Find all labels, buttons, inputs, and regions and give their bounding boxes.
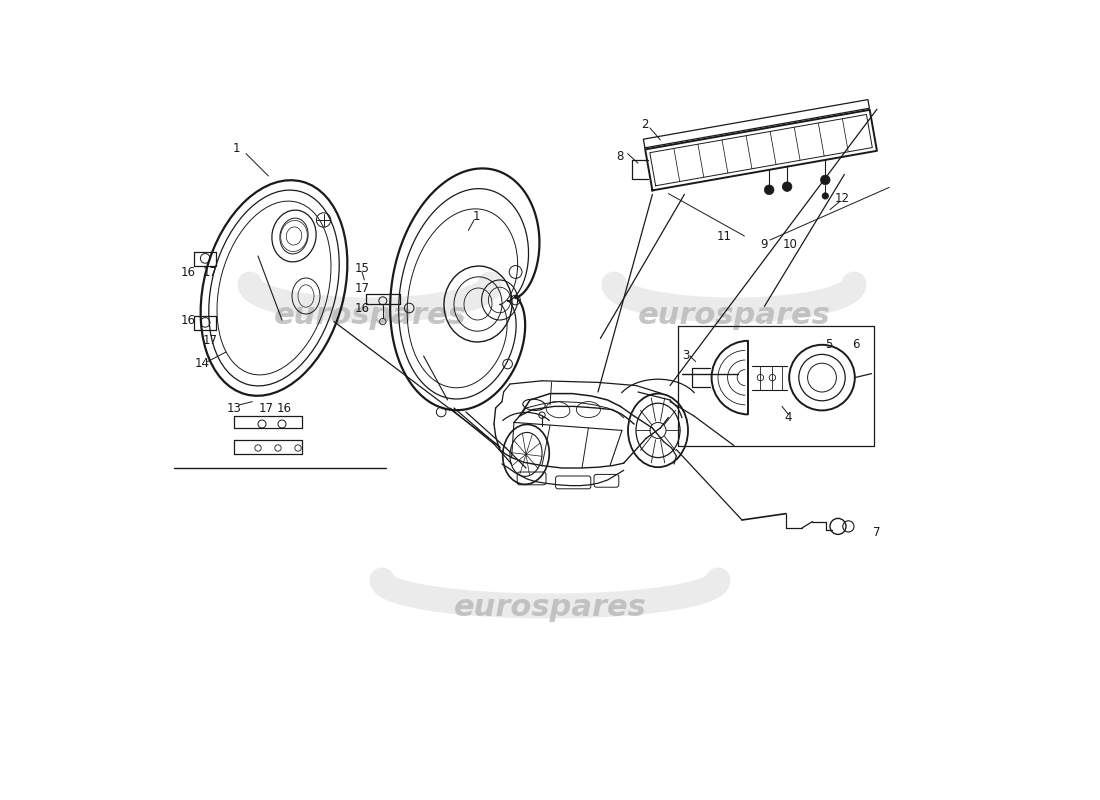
Text: 7: 7: [872, 526, 880, 538]
Text: 11: 11: [717, 230, 732, 242]
Text: 1: 1: [233, 142, 240, 154]
Text: 1: 1: [473, 210, 480, 222]
Text: 4: 4: [784, 411, 792, 424]
Text: 16: 16: [354, 302, 370, 314]
Text: 17: 17: [258, 402, 274, 414]
Text: 6: 6: [851, 338, 859, 350]
Text: 14: 14: [195, 358, 209, 370]
Text: 16: 16: [180, 314, 196, 326]
Text: 16: 16: [277, 402, 292, 414]
Text: 17: 17: [354, 282, 370, 294]
Text: 13: 13: [227, 402, 241, 414]
Circle shape: [782, 182, 792, 191]
Circle shape: [822, 193, 828, 199]
Text: 17: 17: [202, 334, 218, 346]
Circle shape: [764, 185, 774, 194]
Text: 8: 8: [617, 150, 624, 162]
Text: 5: 5: [825, 338, 832, 350]
Text: 3: 3: [682, 350, 690, 362]
Text: 16: 16: [180, 266, 196, 278]
Text: 10: 10: [782, 238, 797, 250]
Text: eurospares: eurospares: [453, 594, 647, 622]
Text: 9: 9: [761, 238, 768, 250]
Text: eurospares: eurospares: [274, 302, 466, 330]
Text: 15: 15: [354, 262, 370, 274]
Text: 17: 17: [202, 266, 218, 278]
Text: 12: 12: [835, 192, 849, 205]
Circle shape: [821, 175, 830, 185]
Text: eurospares: eurospares: [638, 302, 830, 330]
Text: 2: 2: [640, 118, 648, 130]
